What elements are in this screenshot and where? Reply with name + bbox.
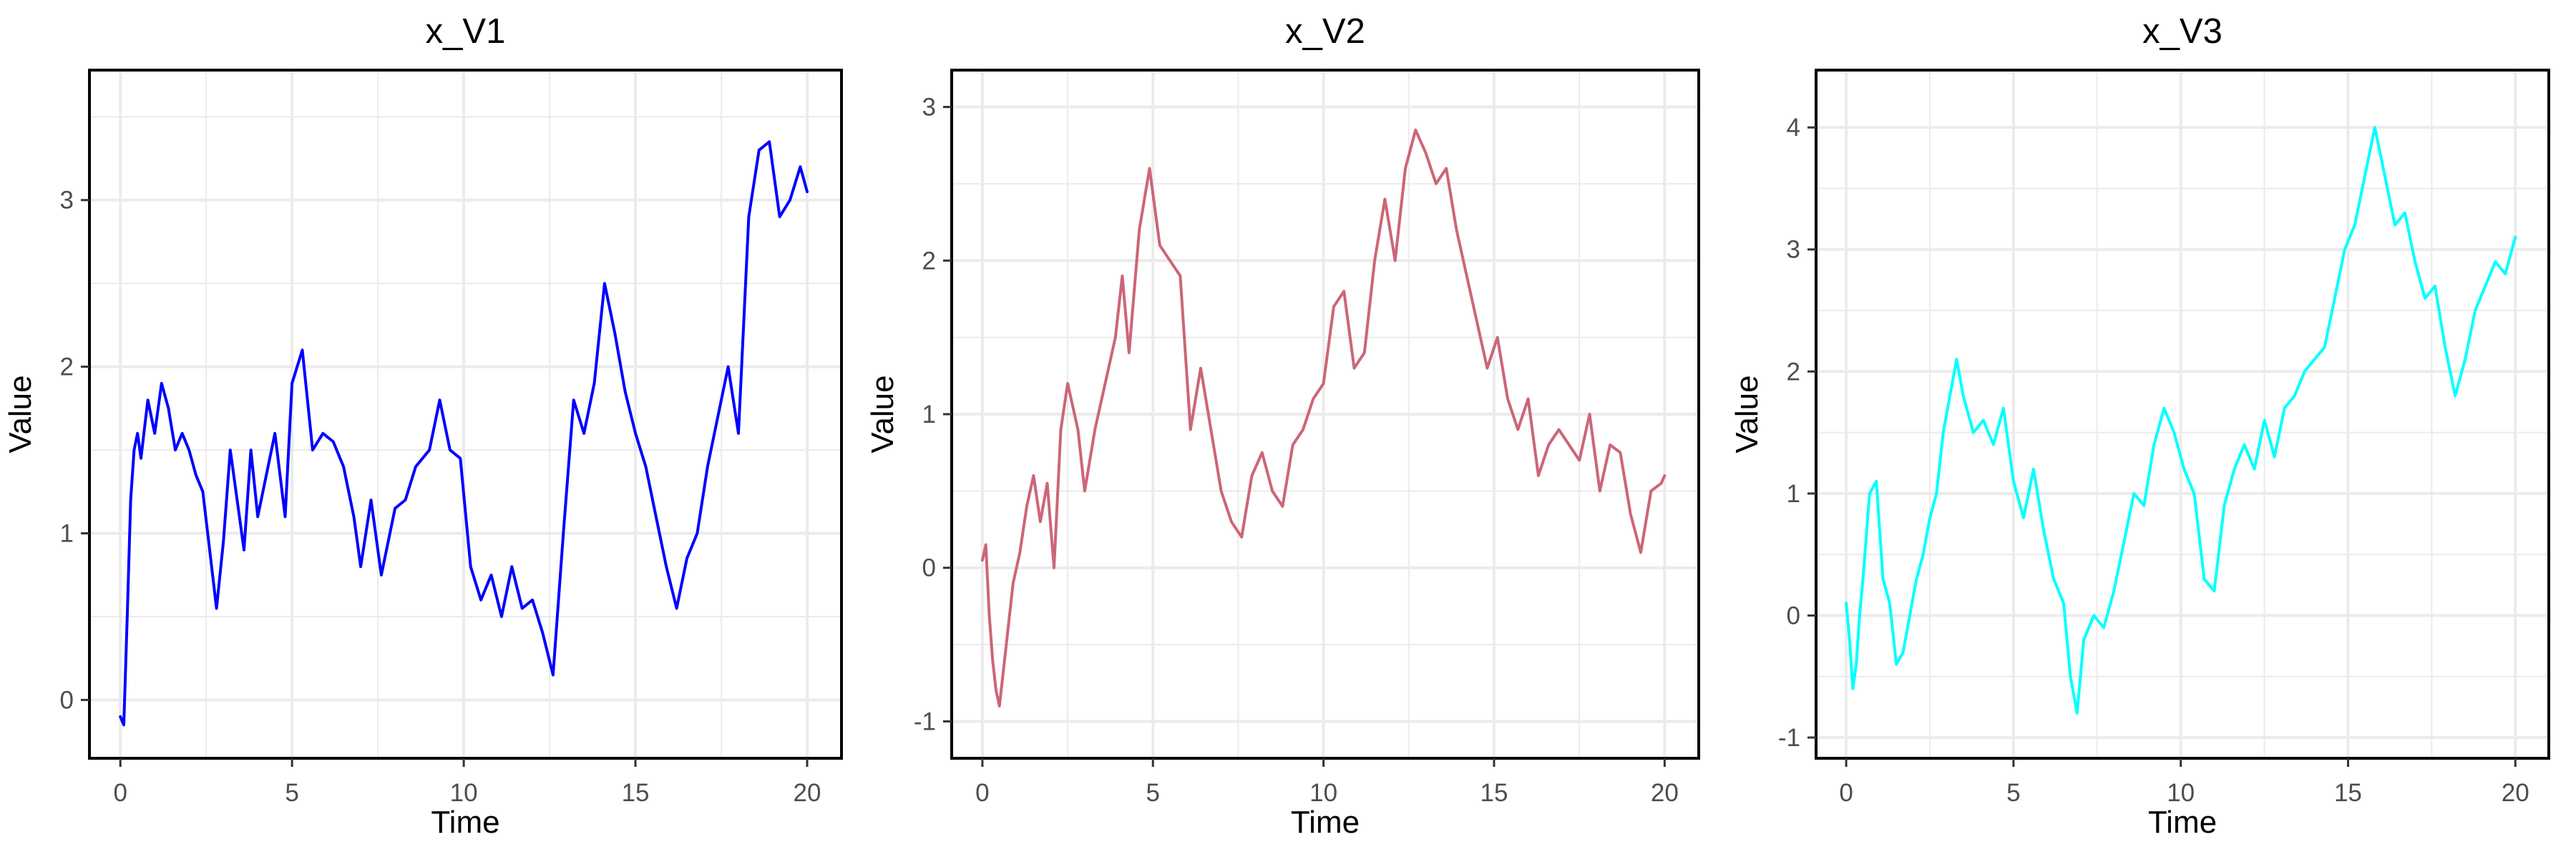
panel-3-y-tick-label: -1 — [1778, 724, 1800, 752]
panel-1-y-axis-label: Value — [3, 375, 38, 453]
panel-3-y-tick-label: 2 — [1787, 358, 1800, 386]
panel-2-x-tick-label: 10 — [1309, 779, 1337, 807]
panel-1-series-line — [119, 140, 809, 727]
panel-1-x-tick-label: 20 — [794, 779, 821, 807]
panel-2-y-tick-label: -1 — [914, 707, 936, 735]
panel-3-grid — [1816, 70, 2549, 758]
panel-3-y-tick-label: 1 — [1787, 480, 1800, 508]
panel-1-y-tick-label: 3 — [60, 187, 74, 215]
panel-2-y-axis-label: Value — [865, 375, 900, 453]
panel-2-y-tick-label: 1 — [922, 401, 936, 428]
panel-3-x-tick-label: 20 — [2502, 779, 2529, 807]
panel-1-x-tick-label: 15 — [622, 779, 650, 807]
panel-3: 0 5 10 15 20 -1 0 1 2 3 4 x_V3 Time Value — [1729, 12, 2550, 840]
panel-1-y-tick-label: 2 — [60, 353, 74, 381]
panel-1-title: x_V1 — [426, 12, 506, 51]
panel-1-x-tick-label: 10 — [450, 779, 478, 807]
panel-2: 0 5 10 15 20 -1 0 1 2 3 x_V2 Time Value — [865, 12, 1700, 840]
panel-3-y-tick-label: 3 — [1787, 236, 1800, 264]
panel-3-title: x_V3 — [2142, 12, 2223, 51]
panel-1-x-tick-label: 0 — [113, 779, 127, 807]
panel-3-x-axis-label: Time — [2148, 805, 2217, 840]
panel-2-x-axis-label: Time — [1291, 805, 1360, 840]
panel-3-x-tick-label: 5 — [2006, 779, 2020, 807]
panel-1-plot-border — [88, 69, 843, 760]
panel-3-plot-border — [1815, 69, 2550, 760]
panel-1-y-tick-label: 0 — [60, 686, 74, 714]
panel-2-x-tick-label: 5 — [1146, 779, 1160, 807]
panel-3-y-tick-label: 0 — [1787, 602, 1800, 630]
panel-1-x-axis-label: Time — [431, 805, 499, 840]
panel-2-x-tick-label: 20 — [1651, 779, 1679, 807]
panel-3-x-tick-label: 15 — [2334, 779, 2362, 807]
panel-2-y-tick-label: 2 — [922, 247, 936, 275]
panel-2-grid — [952, 70, 1699, 758]
panel-2-x-tick-label: 0 — [975, 779, 989, 807]
panel-2-title: x_V2 — [1285, 12, 1365, 51]
panel-3-y-tick-label: 4 — [1787, 114, 1800, 142]
panel-1: 0 5 10 15 20 0 1 2 3 x_V1 Time Value — [3, 12, 843, 840]
panel-3-x-tick-label: 10 — [2167, 779, 2195, 807]
panel-2-x-tick-label: 15 — [1480, 779, 1508, 807]
panel-3-x-tick-label: 0 — [1839, 779, 1853, 807]
panel-3-y-axis-label: Value — [1729, 375, 1765, 453]
panel-2-y-tick-label: 3 — [922, 94, 936, 122]
panel-2-series-line — [980, 128, 1667, 707]
panel-2-y-tick-label: 0 — [922, 554, 936, 582]
panel-1-grid — [89, 70, 841, 758]
panel-1-y-tick-label: 1 — [60, 520, 74, 548]
panel-1-x-tick-label: 5 — [285, 779, 298, 807]
panel-3-series-line — [1845, 126, 2517, 715]
